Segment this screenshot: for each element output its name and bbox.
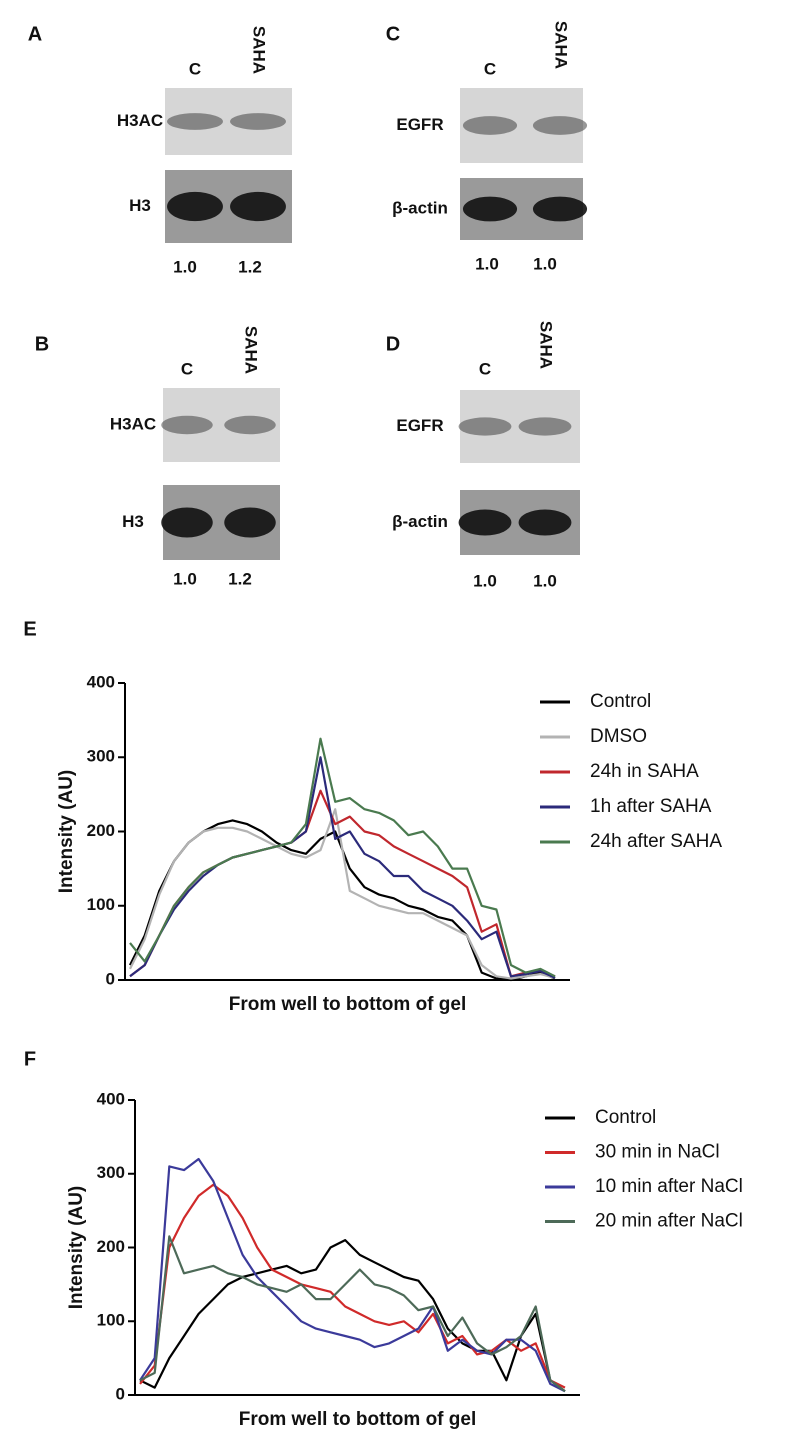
lane-label: C xyxy=(181,359,193,378)
legend-label: DMSO xyxy=(590,726,647,747)
x-axis-label: From well to bottom of gel xyxy=(239,1409,476,1430)
ratio-label: 1.0 xyxy=(533,571,557,590)
row-label: EGFR xyxy=(396,115,443,134)
row-label: H3 xyxy=(129,196,151,215)
blot-band xyxy=(161,507,213,538)
series-line xyxy=(139,1183,566,1389)
y-tick-label: 200 xyxy=(97,1237,125,1256)
panel-label: B xyxy=(35,333,49,355)
blot-band xyxy=(224,415,276,435)
series-line xyxy=(139,1239,566,1393)
blot-band xyxy=(462,196,518,222)
y-tick-label: 100 xyxy=(87,895,115,914)
y-tick-label: 300 xyxy=(87,747,115,766)
panel-label: A xyxy=(28,23,42,45)
series-line xyxy=(129,808,556,980)
lane-label: C xyxy=(479,359,491,378)
lane-label: SAHA xyxy=(537,321,556,369)
blot-band xyxy=(224,507,276,538)
panel-label: F xyxy=(24,1048,36,1070)
lane-label: SAHA xyxy=(242,326,261,374)
legend-label: Control xyxy=(595,1107,656,1128)
y-tick-label: 100 xyxy=(97,1311,125,1330)
y-tick-label: 400 xyxy=(97,1089,125,1108)
legend-label: 24h in SAHA xyxy=(590,761,699,782)
blot-band xyxy=(458,417,512,436)
panel-label: E xyxy=(23,618,36,640)
blot-band xyxy=(230,113,286,130)
lane-label: SAHA xyxy=(250,26,269,74)
blot-band xyxy=(518,509,572,536)
ratio-label: 1.2 xyxy=(228,569,252,588)
legend-label: 24h after SAHA xyxy=(590,831,722,852)
lane-label: SAHA xyxy=(552,21,571,69)
series-line xyxy=(129,756,556,979)
ratio-label: 1.0 xyxy=(533,254,557,273)
y-axis-label: Intensity (AU) xyxy=(56,770,77,894)
blot-band xyxy=(167,113,223,130)
series-line xyxy=(139,1235,566,1393)
legend-label: 30 min in NaCl xyxy=(595,1142,720,1163)
lane-label: C xyxy=(189,59,201,78)
legend-label: 10 min after NaCl xyxy=(595,1176,743,1197)
x-axis-label: From well to bottom of gel xyxy=(229,994,466,1015)
row-label: β-actin xyxy=(392,198,448,217)
row-label: H3AC xyxy=(117,111,163,130)
row-label: H3AC xyxy=(110,414,156,433)
row-label: H3 xyxy=(122,512,144,531)
y-tick-label: 0 xyxy=(116,1384,125,1403)
legend-label: 20 min after NaCl xyxy=(595,1211,743,1232)
ratio-label: 1.0 xyxy=(173,569,197,588)
blot-band xyxy=(167,191,223,222)
blot-band xyxy=(458,509,512,536)
y-tick-label: 400 xyxy=(87,672,115,691)
series-line xyxy=(129,737,556,978)
lane-label: C xyxy=(484,59,496,78)
panel-label: C xyxy=(386,23,400,45)
legend-label: 1h after SAHA xyxy=(590,796,712,817)
ratio-label: 1.0 xyxy=(475,254,499,273)
blot-band xyxy=(462,116,518,135)
ratio-label: 1.0 xyxy=(473,571,497,590)
row-label: EGFR xyxy=(396,416,443,435)
blot-band xyxy=(161,415,213,435)
ratio-label: 1.0 xyxy=(173,257,197,276)
row-label: β-actin xyxy=(392,512,448,531)
ratio-label: 1.2 xyxy=(238,257,262,276)
y-axis-label: Intensity (AU) xyxy=(66,1186,87,1310)
blot-band xyxy=(532,196,588,222)
panel-label: D xyxy=(386,333,400,355)
blot-band xyxy=(532,116,588,135)
blot-band xyxy=(230,191,286,222)
y-tick-label: 300 xyxy=(97,1163,125,1182)
series-line xyxy=(139,1157,566,1393)
legend-label: Control xyxy=(590,691,651,712)
blot-band xyxy=(518,417,572,436)
y-tick-label: 0 xyxy=(106,969,115,988)
y-tick-label: 200 xyxy=(87,821,115,840)
